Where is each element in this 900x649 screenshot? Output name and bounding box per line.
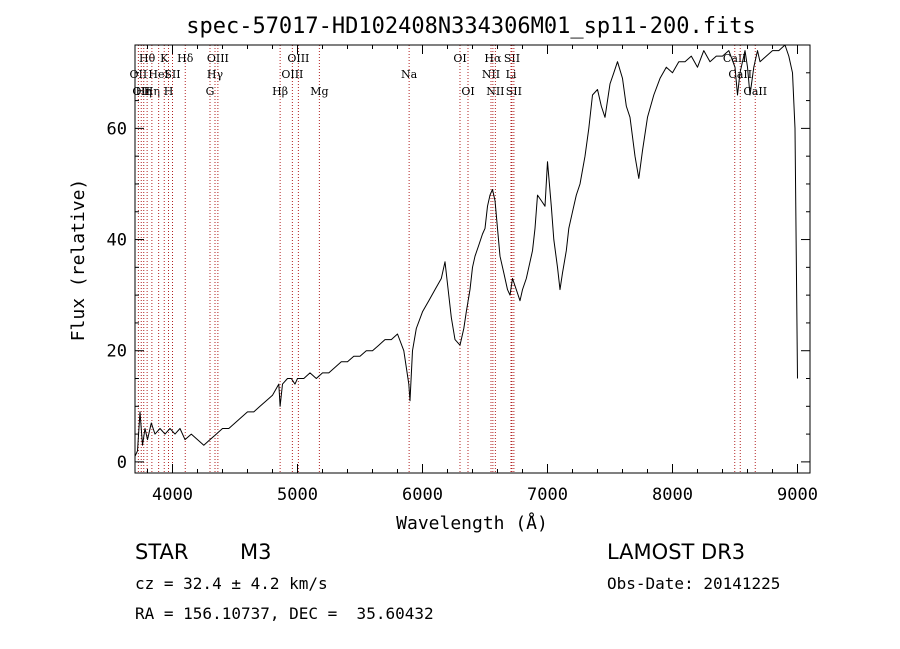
line-label: OI [461,85,474,98]
x-axis-label: Wavelength (Å) [396,512,548,534]
redshift-velocity: cz = 32.4 ± 4.2 km/s [135,574,328,593]
line-label: Na [401,68,418,81]
line-label: OIII [281,68,303,81]
line-label: K [160,52,169,65]
spectrum-data [134,44,798,457]
line-label: OII [130,68,148,81]
observation-date: Obs-Date: 20141225 [607,574,781,593]
object-subclass: M3 [240,540,272,564]
line-label: Hγ [207,68,224,81]
object-class: STAR [135,540,189,564]
line-label: SII [506,85,522,98]
y-tick-label: 0 [117,453,127,473]
line-label: Hη [144,85,160,98]
sky-coordinates: RA = 156.10737, DEC = 35.60432 [135,604,434,623]
line-label: HeI [148,68,168,81]
line-label: G [206,85,215,98]
y-tick-label: 20 [107,342,127,362]
x-tick-label: 5000 [277,485,318,505]
line-label: SII [164,68,180,81]
line-label: Hβ [272,85,288,98]
spectrum-chart: spec-57017-HD102408N334306M01_sp11-200.f… [68,14,818,534]
spectral-line-markers: OIIOIIHηHθHηHeIKHSIIHδGHγOIIIHβOIIIOIIIM… [130,45,767,473]
line-label: NII [482,68,500,81]
x-tick-label: 7000 [527,485,568,505]
line-label: NII [486,85,504,98]
y-axis-label: Flux (relative) [68,179,89,342]
chart-title: spec-57017-HD102408N334306M01_sp11-200.f… [186,14,756,39]
line-label: Li [506,68,517,81]
line-label: H [164,85,174,98]
x-tick-label: 8000 [652,485,693,505]
x-tick-label: 4000 [152,485,193,505]
y-tick-label: 40 [107,231,127,251]
line-label: OI [453,52,466,65]
line-label: CaII [723,52,747,65]
survey-name: LAMOST DR3 [607,540,746,564]
plot-frame [134,44,811,474]
line-label: Hδ [177,52,194,65]
spectrum-line [134,44,798,457]
line-label: OII [132,85,150,98]
y-tick-label: 60 [107,119,127,139]
line-label: OIII [207,52,229,65]
line-label: Mg [310,85,328,98]
line-label: Hη [136,85,152,98]
y-axis: 0 20 40 60 [107,72,810,473]
line-label: Hα [484,52,502,65]
line-label: SII [504,52,520,65]
x-axis: 4000 5000 6000 7000 8000 9000 [147,45,818,505]
line-label: Hθ [139,52,156,65]
line-label: OIII [287,52,309,65]
x-tick-label: 9000 [777,485,818,505]
x-tick-label: 6000 [402,485,443,505]
line-label: CaII [743,85,767,98]
